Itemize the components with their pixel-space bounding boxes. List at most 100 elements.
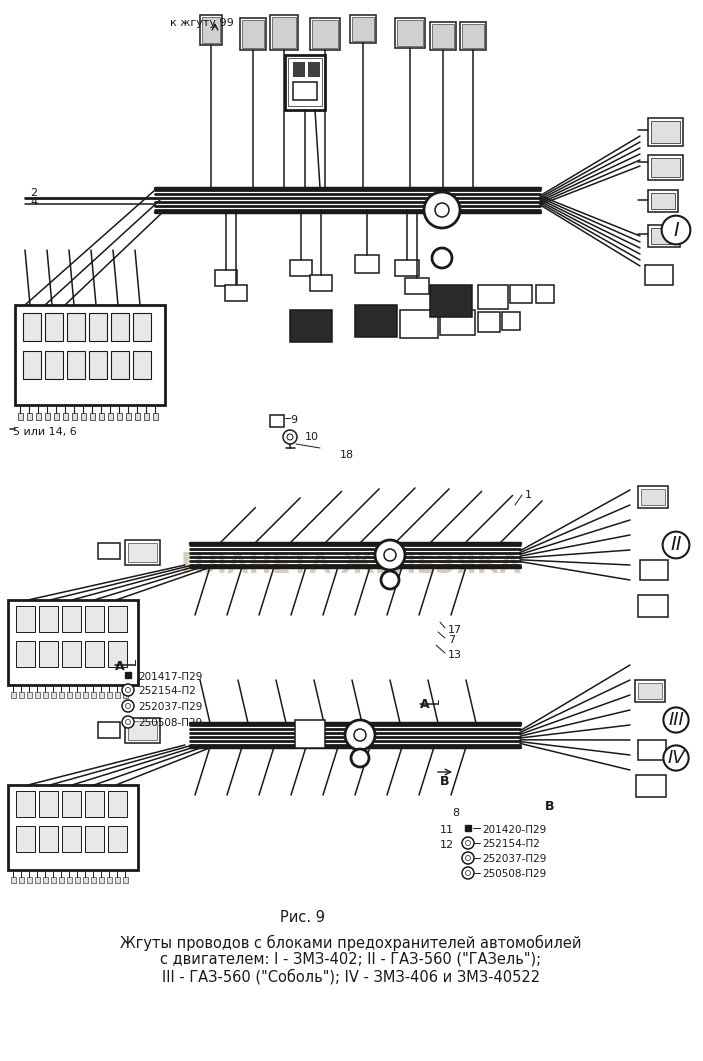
Bar (108, 827, 127, 852)
Bar (27, 877, 32, 883)
Bar (242, 20, 264, 48)
Bar (85, 792, 104, 817)
Bar (293, 62, 305, 77)
Text: I: I (673, 221, 679, 240)
Circle shape (351, 749, 369, 767)
Bar (59, 692, 64, 698)
Bar (290, 310, 332, 342)
Bar (39, 641, 58, 667)
Bar (18, 413, 23, 420)
Bar (63, 413, 68, 420)
Bar (8, 601, 138, 685)
Text: 11: 11 (440, 825, 454, 835)
Bar (62, 827, 81, 852)
Bar (62, 606, 81, 632)
Bar (405, 278, 429, 294)
Text: 4: 4 (30, 197, 37, 207)
Bar (651, 228, 677, 244)
Circle shape (122, 684, 134, 696)
Bar (45, 351, 63, 379)
Circle shape (287, 434, 293, 440)
Text: 5 или 14, 6: 5 или 14, 6 (13, 427, 77, 437)
Circle shape (384, 549, 396, 561)
Text: 10: 10 (305, 432, 319, 442)
Text: В: В (545, 800, 555, 813)
Text: 252154-П2: 252154-П2 (138, 686, 196, 696)
Circle shape (354, 729, 366, 741)
Bar (126, 413, 131, 420)
Bar (107, 692, 112, 698)
Bar (638, 486, 668, 508)
Circle shape (435, 203, 449, 218)
Circle shape (126, 719, 131, 725)
Bar (23, 313, 41, 341)
Bar (648, 118, 683, 146)
Bar (432, 24, 454, 48)
Bar (350, 15, 376, 44)
Text: 252037-П29: 252037-П29 (482, 854, 546, 864)
Bar (27, 692, 32, 698)
Circle shape (122, 716, 134, 728)
Bar (54, 413, 59, 420)
Bar (11, 692, 16, 698)
Circle shape (462, 852, 474, 864)
Bar (128, 543, 157, 562)
Text: B: B (440, 775, 449, 788)
Bar (16, 641, 35, 667)
Bar (16, 606, 35, 632)
Circle shape (432, 248, 452, 268)
Bar (108, 792, 127, 817)
Bar (153, 413, 158, 420)
Circle shape (465, 840, 470, 846)
Bar (648, 155, 683, 180)
Circle shape (126, 703, 131, 709)
Bar (395, 260, 419, 276)
Bar (310, 18, 340, 50)
Bar (638, 683, 662, 699)
Bar (19, 877, 24, 883)
Text: 12: 12 (440, 840, 454, 850)
Bar (215, 269, 237, 286)
Bar (107, 877, 112, 883)
Bar (67, 877, 72, 883)
Bar (90, 413, 95, 420)
Circle shape (122, 700, 134, 712)
Bar (62, 641, 81, 667)
Bar (641, 489, 665, 505)
Bar (59, 877, 64, 883)
Text: Жгуты проводов с блоками предохранителей автомобилей: Жгуты проводов с блоками предохранителей… (120, 935, 582, 951)
Bar (16, 827, 35, 852)
Text: 252154-П2: 252154-П2 (482, 839, 540, 849)
Text: 1: 1 (525, 490, 532, 500)
Bar (290, 310, 332, 342)
Bar (133, 351, 151, 379)
Bar (123, 877, 128, 883)
Bar (85, 641, 104, 667)
Bar (270, 415, 284, 427)
Bar (462, 24, 484, 48)
Text: A: A (115, 660, 124, 673)
Bar (638, 740, 666, 760)
Bar (39, 792, 58, 817)
Bar (67, 692, 72, 698)
Bar (645, 265, 673, 285)
Bar (83, 692, 88, 698)
Bar (51, 692, 56, 698)
Bar (111, 351, 129, 379)
Bar (202, 17, 220, 44)
Text: 252037-П29: 252037-П29 (138, 702, 202, 712)
Bar (352, 17, 374, 41)
Bar (272, 17, 296, 48)
Bar (75, 692, 80, 698)
Bar (43, 692, 48, 698)
Bar (285, 55, 325, 110)
Bar (51, 877, 56, 883)
Bar (83, 877, 88, 883)
Bar (11, 877, 16, 883)
Bar (478, 285, 508, 309)
Text: 13: 13 (448, 650, 462, 660)
Text: 9: 9 (290, 415, 297, 425)
Bar (133, 313, 151, 341)
Bar (502, 312, 520, 330)
Bar (397, 20, 423, 46)
